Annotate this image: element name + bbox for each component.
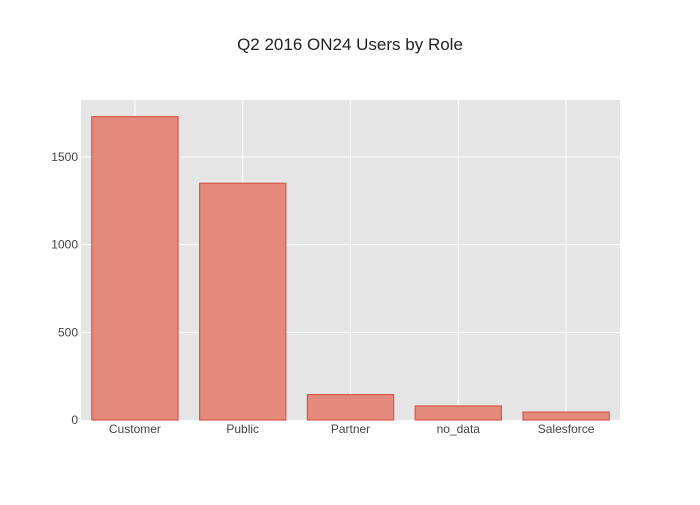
y-tick-label: 1000 bbox=[51, 238, 78, 252]
chart-title: Q2 2016 ON24 Users by Role bbox=[237, 35, 463, 54]
y-tick-label: 0 bbox=[71, 413, 78, 427]
x-tick-label: Customer bbox=[109, 422, 161, 436]
y-tick-label: 1500 bbox=[51, 150, 78, 164]
x-tick-label: Salesforce bbox=[538, 422, 595, 436]
bars bbox=[91, 116, 610, 421]
bar-no-data[interactable] bbox=[414, 405, 503, 421]
bar-salesforce[interactable] bbox=[522, 411, 610, 421]
y-tick-label: 500 bbox=[58, 325, 78, 339]
x-axis-ticks: Customer Public Partner no_data Salesforce bbox=[109, 422, 595, 436]
x-tick-label: Partner bbox=[331, 422, 370, 436]
bar-partner[interactable] bbox=[306, 393, 395, 421]
bar-customer[interactable] bbox=[91, 116, 179, 421]
x-tick-label: no_data bbox=[437, 422, 481, 436]
x-tick-label: Public bbox=[226, 422, 259, 436]
y-axis-ticks: 0 500 1000 1500 bbox=[51, 150, 78, 427]
bar-public[interactable] bbox=[198, 182, 287, 421]
